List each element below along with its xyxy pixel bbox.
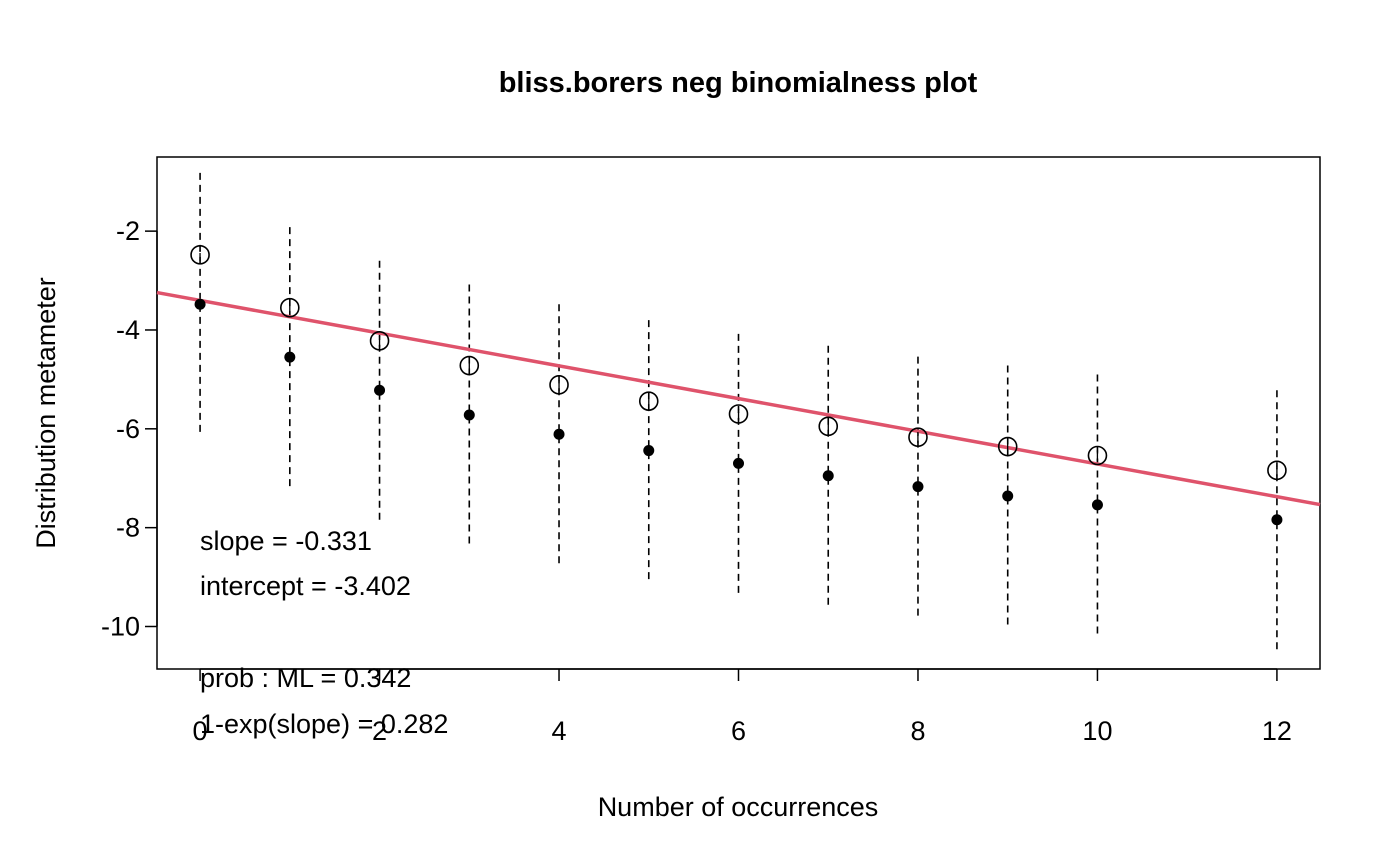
open-circle-point: [1267, 460, 1287, 481]
x-tick-label: 6: [731, 716, 746, 746]
y-tick-label: -2: [116, 216, 140, 246]
open-circle-label: i: [1275, 463, 1278, 480]
open-circle-label: i: [1096, 449, 1099, 466]
annotation-slope: slope = -0.331: [200, 526, 372, 556]
open-circle-point: [638, 391, 659, 411]
x-tick-label: 4: [552, 716, 567, 746]
open-circle-point: [1087, 445, 1108, 466]
open-circle-point: [908, 427, 928, 448]
filled-point: [733, 457, 744, 469]
filled-point: [822, 470, 834, 482]
open-circle-label: i: [1006, 440, 1009, 457]
x-tick-label: 10: [1082, 716, 1112, 746]
y-tick-label: -6: [116, 414, 140, 444]
filled-point: [374, 384, 386, 396]
annotation-one-minus-exp-slope: 1-exp(slope) = 0.282: [200, 709, 448, 739]
open-circle-label: i: [468, 359, 471, 376]
x-tick-label: 0: [193, 716, 208, 746]
y-tick-label: -10: [101, 611, 140, 641]
open-circle-label: i: [378, 334, 381, 351]
filled-point: [912, 481, 924, 493]
filled-point: [284, 351, 296, 363]
chart-title: bliss.borers neg binomialness plot: [499, 67, 978, 99]
filled-point: [643, 445, 655, 457]
annotations: slope = -0.331 intercept = -3.402 prob :…: [200, 526, 448, 739]
filled-point: [553, 428, 565, 440]
open-circle-label: i: [737, 407, 740, 424]
filled-point: [463, 409, 475, 421]
x-axis-label: Number of occurrences: [598, 792, 879, 822]
points-layer: i i i i i i i i i i i i: [190, 245, 1287, 526]
x-tick-label: 12: [1262, 716, 1292, 746]
open-circle-point: [997, 436, 1018, 457]
open-circle-label: i: [288, 301, 291, 318]
x-tick-label: 8: [910, 716, 925, 746]
x-tick-label: 2: [372, 716, 387, 746]
y-tick-label: -4: [116, 315, 140, 345]
fit-line-layer: [156, 290, 1321, 507]
y-axis: -2 -4 -6 -8 -10: [101, 216, 158, 641]
open-circle-label: i: [557, 378, 560, 395]
open-circle-point: [728, 404, 749, 424]
annotation-prob: prob : ML = 0.342: [200, 663, 411, 693]
open-circle-label: i: [198, 248, 201, 265]
open-circle-point: [549, 375, 569, 395]
x-axis: 0 2 4 6 8 10 12: [193, 668, 1292, 746]
open-circle-label: i: [827, 419, 830, 436]
confidence-interval-layer: [199, 172, 1278, 652]
y-tick-label: -8: [116, 513, 140, 543]
open-circle-point: [459, 355, 480, 376]
open-circle-point: [818, 416, 839, 437]
filled-point: [1271, 514, 1283, 526]
open-circle-point: [190, 245, 210, 265]
open-circle-label: i: [916, 430, 919, 447]
filled-point: [1091, 499, 1103, 511]
filled-point: [194, 298, 206, 310]
annotation-intercept: intercept = -3.402: [200, 571, 411, 601]
open-circle-point: [280, 297, 300, 318]
open-circle-label: i: [647, 394, 650, 411]
y-axis-label: Distribution metameter: [31, 277, 61, 549]
filled-point: [1002, 490, 1014, 502]
fit-line: [156, 290, 1321, 507]
open-circle-point: [369, 331, 390, 351]
